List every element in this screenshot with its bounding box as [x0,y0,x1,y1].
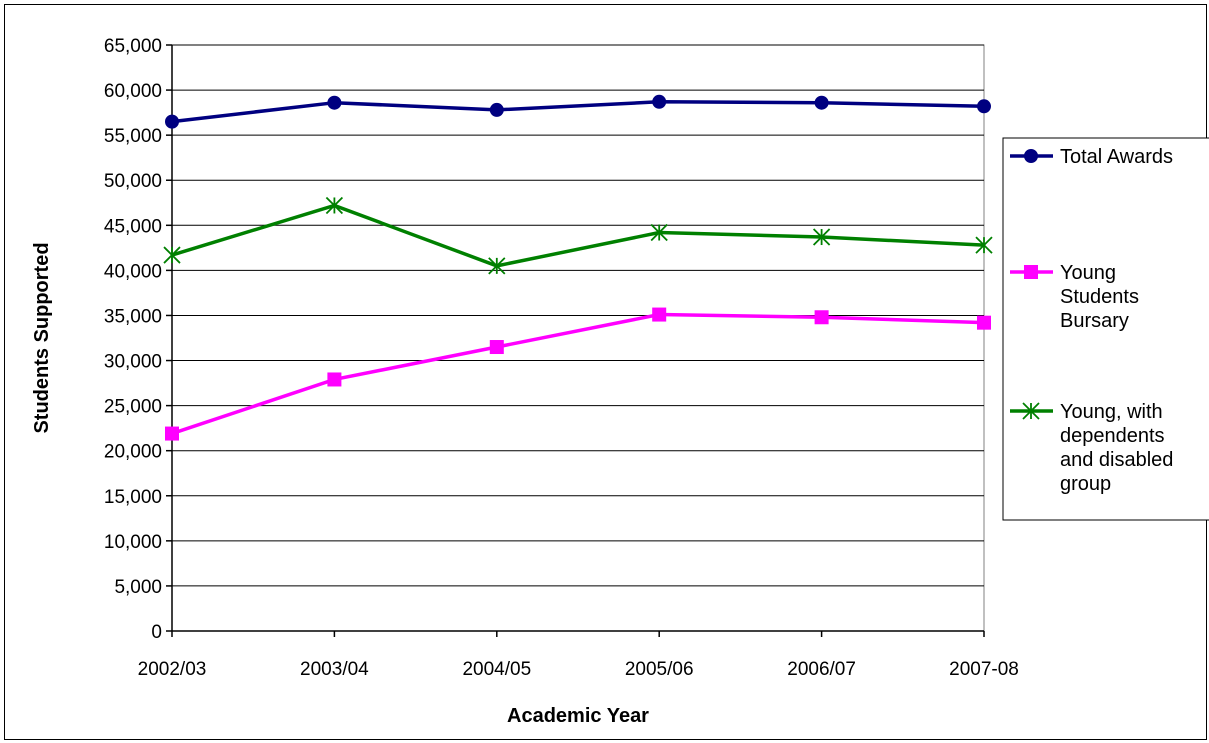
y-tick-label: 40,000 [104,261,162,282]
y-tick-label: 35,000 [104,306,162,327]
x-tick-label: 2007-08 [949,659,1019,680]
y-tick-label: 60,000 [104,81,162,102]
plot-area [171,44,985,632]
series-3-point [975,236,993,254]
series-1-point [327,95,342,110]
series-3-point [488,257,506,275]
x-tick-label: 2002/03 [138,659,207,680]
series-3-point [812,228,831,246]
series-2-point [652,307,667,322]
y-tick-label: 55,000 [104,126,162,147]
legend-label-3: and disabled [1060,449,1173,471]
y-tick-label: 25,000 [104,397,162,418]
legend-marker-2 [1024,265,1038,279]
y-tick-label: 0 [151,622,162,643]
y-tick-label: 50,000 [104,171,162,192]
legend-label-3: Young, with [1060,401,1163,423]
y-axis-title: Students Supported [31,242,53,433]
series-1-point [489,102,504,117]
legend-label-3: dependents [1060,425,1165,447]
series-2-point [977,315,991,330]
series-2-point [489,340,504,355]
legend-label-2: Bursary [1060,310,1129,332]
y-tick-label: 5,000 [114,577,162,598]
y-tick-label: 45,000 [104,216,162,237]
y-tick-label: 65,000 [104,36,162,57]
x-tick-label: 2003/04 [300,659,369,680]
legend-label-2: Young [1060,262,1116,284]
series-1-point [814,95,829,110]
y-tick-label: 15,000 [104,487,162,508]
axes: 0 5,000 10,000 15,000 20,000 25,000 30,000 35,0… [104,36,1019,680]
y-tick-label: 30,000 [104,352,162,373]
legend-label-3: group [1060,473,1111,495]
x-tick-label: 2005/06 [625,659,694,680]
series-3-point [163,246,181,264]
legend-label-2: Students [1060,286,1139,308]
legend-marker-3 [1022,402,1040,420]
y-tick-label: 20,000 [104,442,162,463]
series-1-point [977,99,991,114]
x-tick-label: 2004/05 [462,659,531,680]
series-group [163,94,993,441]
series-2-point [165,426,179,441]
x-tick-label: 2006/07 [787,659,856,680]
legend-marker-1 [1024,149,1038,163]
legend-box [1002,137,1209,521]
series-line-3 [171,203,985,268]
series-line-1 [171,100,985,124]
series-3-point [325,196,344,215]
series-2-point [814,310,829,325]
series-line-2 [171,312,985,436]
gridlines [172,44,984,587]
x-axis-title: Academic Year [507,705,649,727]
series-3-point [650,223,668,242]
series-1-point [165,114,179,129]
series-1-point [652,94,667,109]
y-tick-label: 10,000 [104,532,162,553]
series-2-point [327,372,342,387]
legend-label-1: Total Awards [1060,146,1173,168]
